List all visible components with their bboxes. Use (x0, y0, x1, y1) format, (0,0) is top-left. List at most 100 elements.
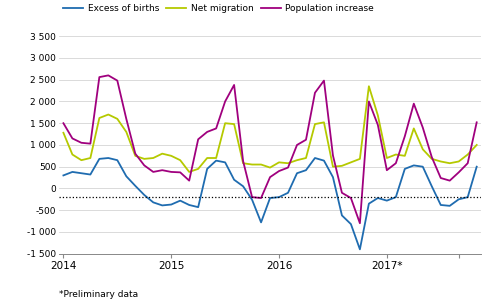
Population increase (465, 161, 471, 165)
Population increase (447, 179, 453, 182)
Net migration (429, 157, 435, 161)
Line: Net migration: Net migration (63, 86, 477, 172)
Net migration (366, 85, 372, 88)
Net migration (204, 156, 210, 160)
Excess of births (60, 174, 66, 177)
Excess of births (276, 195, 282, 199)
Excess of births (96, 157, 102, 161)
Net migration (312, 122, 318, 126)
Excess of births (222, 161, 228, 164)
Net migration (195, 167, 201, 171)
Net migration (411, 127, 417, 130)
Excess of births (133, 184, 138, 188)
Excess of births (258, 220, 264, 224)
Net migration (231, 122, 237, 126)
Net migration (375, 114, 381, 117)
Population increase (60, 121, 66, 125)
Population increase (303, 138, 309, 142)
Net migration (285, 161, 291, 165)
Net migration (114, 117, 120, 121)
Excess of births (429, 185, 435, 188)
Line: Population increase: Population increase (63, 76, 477, 223)
Population increase (438, 176, 444, 180)
Text: *Preliminary data: *Preliminary data (59, 290, 138, 299)
Net migration (465, 153, 471, 156)
Population increase (240, 159, 246, 163)
Excess of births (402, 167, 408, 171)
Net migration (276, 161, 282, 164)
Net migration (393, 153, 399, 156)
Excess of births (330, 175, 336, 179)
Excess of births (474, 165, 480, 169)
Population increase (123, 117, 129, 121)
Population increase (366, 100, 372, 103)
Excess of births (438, 203, 444, 207)
Net migration (294, 158, 300, 162)
Population increase (321, 79, 327, 82)
Population increase (133, 152, 138, 156)
Net migration (133, 154, 138, 158)
Net migration (168, 154, 174, 158)
Excess of births (204, 167, 210, 171)
Net migration (159, 152, 165, 156)
Net migration (87, 156, 93, 160)
Excess of births (285, 191, 291, 194)
Net migration (106, 113, 111, 116)
Excess of births (87, 173, 93, 176)
Net migration (213, 156, 219, 160)
Population increase (384, 169, 390, 172)
Legend: Excess of births, Net migration, Population increase: Excess of births, Net migration, Populat… (63, 4, 374, 13)
Population increase (474, 120, 480, 124)
Population increase (168, 170, 174, 174)
Population increase (258, 196, 264, 200)
Population increase (222, 100, 228, 103)
Excess of births (294, 172, 300, 175)
Excess of births (150, 201, 156, 204)
Population increase (411, 102, 417, 105)
Population increase (106, 74, 111, 77)
Net migration (348, 161, 354, 164)
Population increase (150, 170, 156, 174)
Excess of births (375, 196, 381, 200)
Excess of births (312, 156, 318, 160)
Net migration (384, 156, 390, 160)
Net migration (240, 161, 246, 165)
Population increase (87, 142, 93, 146)
Excess of births (106, 156, 111, 160)
Population increase (114, 79, 120, 82)
Net migration (258, 163, 264, 166)
Population increase (69, 137, 75, 140)
Net migration (402, 154, 408, 158)
Excess of births (159, 204, 165, 207)
Population increase (348, 196, 354, 200)
Population increase (357, 221, 363, 225)
Net migration (339, 164, 345, 168)
Net migration (96, 116, 102, 120)
Excess of births (456, 198, 462, 201)
Excess of births (79, 172, 84, 175)
Excess of births (114, 158, 120, 162)
Population increase (294, 143, 300, 147)
Net migration (303, 156, 309, 160)
Population increase (393, 161, 399, 165)
Net migration (456, 160, 462, 163)
Excess of births (465, 195, 471, 199)
Net migration (60, 131, 66, 135)
Excess of births (231, 178, 237, 182)
Population increase (267, 175, 273, 179)
Excess of births (411, 164, 417, 167)
Population increase (330, 154, 336, 157)
Excess of births (447, 204, 453, 208)
Population increase (213, 127, 219, 130)
Excess of births (339, 214, 345, 217)
Population increase (204, 130, 210, 134)
Population increase (276, 169, 282, 173)
Net migration (123, 130, 129, 134)
Net migration (186, 170, 192, 174)
Excess of births (366, 202, 372, 205)
Excess of births (357, 248, 363, 251)
Net migration (267, 166, 273, 169)
Population increase (231, 83, 237, 87)
Population increase (285, 166, 291, 169)
Excess of births (213, 159, 219, 162)
